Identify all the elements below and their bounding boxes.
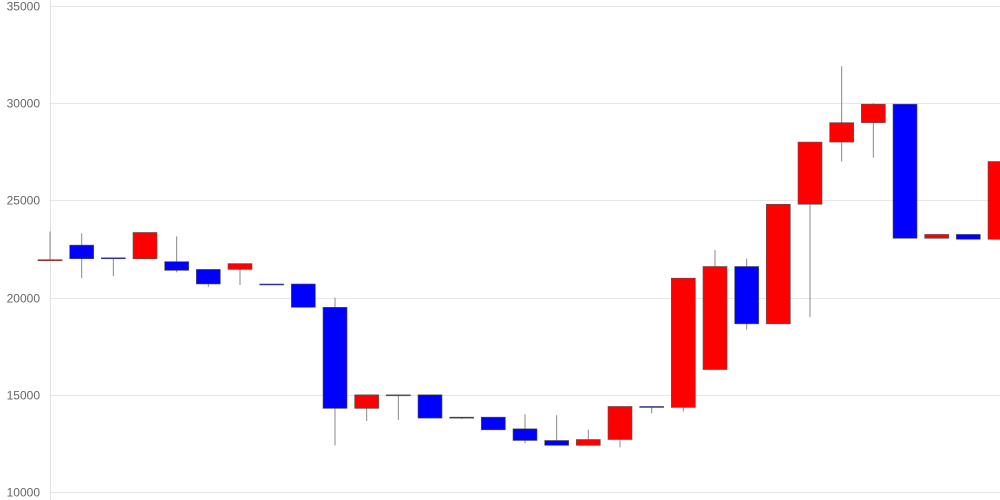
candle: [354, 394, 379, 422]
candle: [386, 394, 411, 421]
candle-body: [671, 277, 696, 408]
y-tick-label: 10000: [7, 486, 41, 500]
candle: [322, 297, 348, 446]
candle-body: [892, 103, 918, 239]
grid: [50, 6, 1000, 493]
candle-body: [132, 232, 158, 260]
candle: [132, 232, 158, 260]
candle-body: [101, 257, 126, 260]
candle: [449, 416, 474, 420]
candle-body: [607, 406, 633, 440]
candle: [227, 263, 253, 285]
candle-body: [37, 259, 63, 261]
candle-body: [544, 440, 569, 446]
candle-body: [322, 307, 348, 409]
candle-body: [734, 266, 759, 325]
candle-body: [829, 122, 854, 143]
candle-body: [702, 266, 728, 370]
candle: [797, 141, 823, 318]
candle-body: [512, 428, 538, 441]
candle-body: [227, 263, 253, 270]
candle-body: [639, 406, 664, 408]
y-tick-label: 20000: [7, 292, 41, 306]
candle-body: [576, 439, 601, 446]
candle: [734, 258, 759, 330]
candle-body: [861, 103, 886, 123]
candle-body: [766, 203, 791, 325]
candle-body: [259, 283, 284, 286]
candle: [69, 233, 94, 279]
candle: [607, 406, 633, 448]
candle: [291, 283, 316, 308]
candle: [481, 416, 506, 431]
candle-body: [354, 394, 379, 409]
candle: [987, 161, 1000, 240]
candle-body: [449, 416, 474, 419]
candle: [639, 406, 664, 414]
candle: [512, 414, 538, 444]
candle-body: [164, 261, 189, 271]
candle-body: [924, 234, 949, 239]
candle: [576, 429, 601, 446]
candle: [892, 103, 918, 239]
candle-body: [481, 416, 506, 431]
candle-body: [69, 244, 94, 260]
candle-body: [291, 283, 316, 308]
y-tick-label: 35000: [7, 0, 41, 14]
y-tick-label: 25000: [7, 194, 41, 208]
candle: [196, 269, 221, 287]
candle: [956, 234, 981, 240]
candle-body: [797, 141, 823, 205]
candle: [829, 66, 854, 162]
candle-body: [956, 234, 981, 240]
candle-body: [987, 161, 1000, 240]
candle: [101, 257, 126, 277]
candle: [417, 394, 443, 419]
candle: [766, 203, 791, 325]
y-axis: 10000 15000 20000 25000 30000 35000: [7, 0, 41, 500]
candle-body: [196, 269, 221, 285]
candle: [37, 231, 63, 261]
candles: [37, 66, 1000, 448]
candle: [924, 234, 949, 239]
y-tick-label: 30000: [7, 97, 41, 111]
y-tick-label: 15000: [7, 389, 41, 403]
candle-body: [386, 394, 411, 397]
candle: [259, 283, 284, 286]
candle-body: [417, 394, 443, 419]
candle: [671, 277, 696, 412]
candle: [164, 236, 189, 273]
candle: [544, 415, 569, 446]
candle: [702, 249, 728, 370]
candle: [861, 103, 886, 158]
